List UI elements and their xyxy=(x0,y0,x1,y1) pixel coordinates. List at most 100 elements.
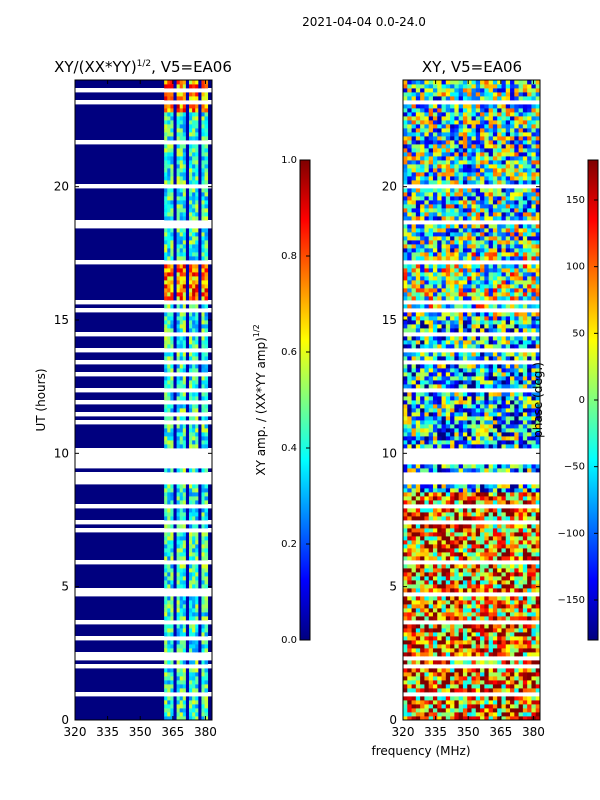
left-flagged-row xyxy=(75,372,212,377)
left-heatmap-cell xyxy=(195,384,199,389)
right-heatmap-cell xyxy=(488,532,494,537)
right-heatmap-cell xyxy=(522,484,528,489)
left-heatmap-cell xyxy=(189,136,193,141)
right-heatmap-cell xyxy=(411,240,417,245)
right-heatmap-cell xyxy=(411,500,417,505)
right-heatmap-cell xyxy=(428,708,434,713)
right-heatmap-cell xyxy=(432,252,438,257)
left-heatmap-cell xyxy=(176,80,181,85)
left-heatmap-cell xyxy=(176,540,181,545)
right-heatmap-cell xyxy=(488,548,494,553)
right-heatmap-cell xyxy=(424,244,430,249)
left-heatmap-cell xyxy=(170,404,174,409)
left-heatmap-cell xyxy=(173,600,177,605)
left-heatmap-cell xyxy=(179,228,184,233)
left-heatmap-cell xyxy=(164,644,168,649)
left-heatmap-cell xyxy=(167,152,171,157)
left-heatmap-cell xyxy=(173,716,177,720)
left-heatmap-cell xyxy=(179,356,184,361)
left-heatmap-cell xyxy=(185,316,190,321)
right-heatmap-cell xyxy=(531,276,537,281)
right-heatmap-cell xyxy=(531,336,537,341)
right-heatmap-cell xyxy=(475,572,481,577)
right-heatmap-cell xyxy=(441,404,447,409)
right-heatmap-cell xyxy=(450,440,455,445)
right-heatmap-cell xyxy=(445,336,451,341)
left-heatmap-cell xyxy=(176,228,181,233)
left-heatmap-cell xyxy=(201,228,205,233)
right-heatmap-cell xyxy=(432,364,438,369)
left-heatmap-cell xyxy=(189,444,193,449)
right-heatmap-cell xyxy=(403,680,408,685)
right-heatmap-cell xyxy=(497,404,502,409)
right-heatmap-cell xyxy=(510,680,515,685)
right-heatmap-cell xyxy=(411,548,417,553)
right-heatmap-cell xyxy=(437,380,442,385)
right-heatmap-cell xyxy=(467,436,472,441)
left-heatmap-cell xyxy=(201,356,205,361)
right-heatmap-cell xyxy=(450,412,455,417)
left-heatmap-cell xyxy=(170,148,174,153)
left-heatmap-cell xyxy=(189,672,193,677)
left-heatmap-cell xyxy=(182,152,187,157)
left-heatmap-cell xyxy=(167,208,171,213)
right-heatmap-cell xyxy=(415,268,421,273)
left-heatmap-cell xyxy=(167,644,171,649)
left-heatmap-cell xyxy=(201,240,205,245)
right-heatmap-cell xyxy=(403,556,408,561)
right-heatmap-cell xyxy=(475,696,481,701)
right-heatmap-cell xyxy=(403,600,408,605)
right-heatmap-cell xyxy=(428,652,434,657)
right-heatmap-cell xyxy=(518,372,524,377)
right-heatmap-cell xyxy=(458,296,464,301)
left-heatmap-cell xyxy=(164,268,168,273)
right-heatmap-cell xyxy=(505,500,511,505)
right-heatmap-cell xyxy=(475,488,481,493)
left-heatmap-cell xyxy=(201,236,205,241)
right-heatmap-cell xyxy=(480,544,485,549)
right-heatmap-cell xyxy=(501,700,507,705)
right-heatmap-cell xyxy=(450,372,455,377)
right-heatmap-cell xyxy=(432,372,438,377)
right-heatmap-cell xyxy=(467,248,472,253)
right-heatmap-cell xyxy=(535,512,540,517)
left-heatmap-cell xyxy=(179,616,184,621)
right-heatmap-cell xyxy=(492,564,498,569)
right-heatmap-cell xyxy=(415,652,421,657)
left-heatmap-cell xyxy=(195,688,199,693)
left-heatmap-cell xyxy=(164,484,168,489)
left-heatmap-cell xyxy=(170,604,174,609)
right-flagged-row xyxy=(403,456,540,461)
left-heatmap-cell xyxy=(170,500,174,505)
right-heatmap-cell xyxy=(484,296,490,301)
right-heatmap-cell xyxy=(497,312,502,317)
right-heatmap-cell xyxy=(527,396,532,401)
left-heatmap-cell xyxy=(204,396,209,401)
right-heatmap-cell xyxy=(411,352,417,357)
left-heatmap-cell xyxy=(204,160,209,165)
left-heatmap-cell xyxy=(198,468,202,473)
right-heatmap-cell xyxy=(445,464,451,469)
left-heatmap-cell xyxy=(173,232,177,237)
left-heatmap-cell xyxy=(176,104,181,109)
left-heatmap-cell xyxy=(167,612,171,617)
right-heatmap-cell xyxy=(497,296,502,301)
right-heatmap-cell xyxy=(488,352,494,357)
right-heatmap-cell xyxy=(518,704,524,709)
right-heatmap-cell xyxy=(437,632,442,637)
right-heatmap-cell xyxy=(450,556,455,561)
right-heatmap-cell xyxy=(488,340,494,345)
right-heatmap-cell xyxy=(492,392,498,397)
left-heatmap-cell xyxy=(204,712,209,717)
right-heatmap-cell xyxy=(531,644,537,649)
right-heatmap-cell xyxy=(531,280,537,285)
left-heatmap-cell xyxy=(182,188,187,193)
left-heatmap-cell xyxy=(179,192,184,197)
left-heatmap-cell xyxy=(189,152,193,157)
right-heatmap-cell xyxy=(467,708,472,713)
left-heatmap-cell xyxy=(201,340,205,345)
right-heatmap-cell xyxy=(450,356,455,361)
right-heatmap-cell xyxy=(437,524,442,529)
left-heatmap-cell xyxy=(176,708,181,713)
right-heatmap-cell xyxy=(527,684,532,689)
